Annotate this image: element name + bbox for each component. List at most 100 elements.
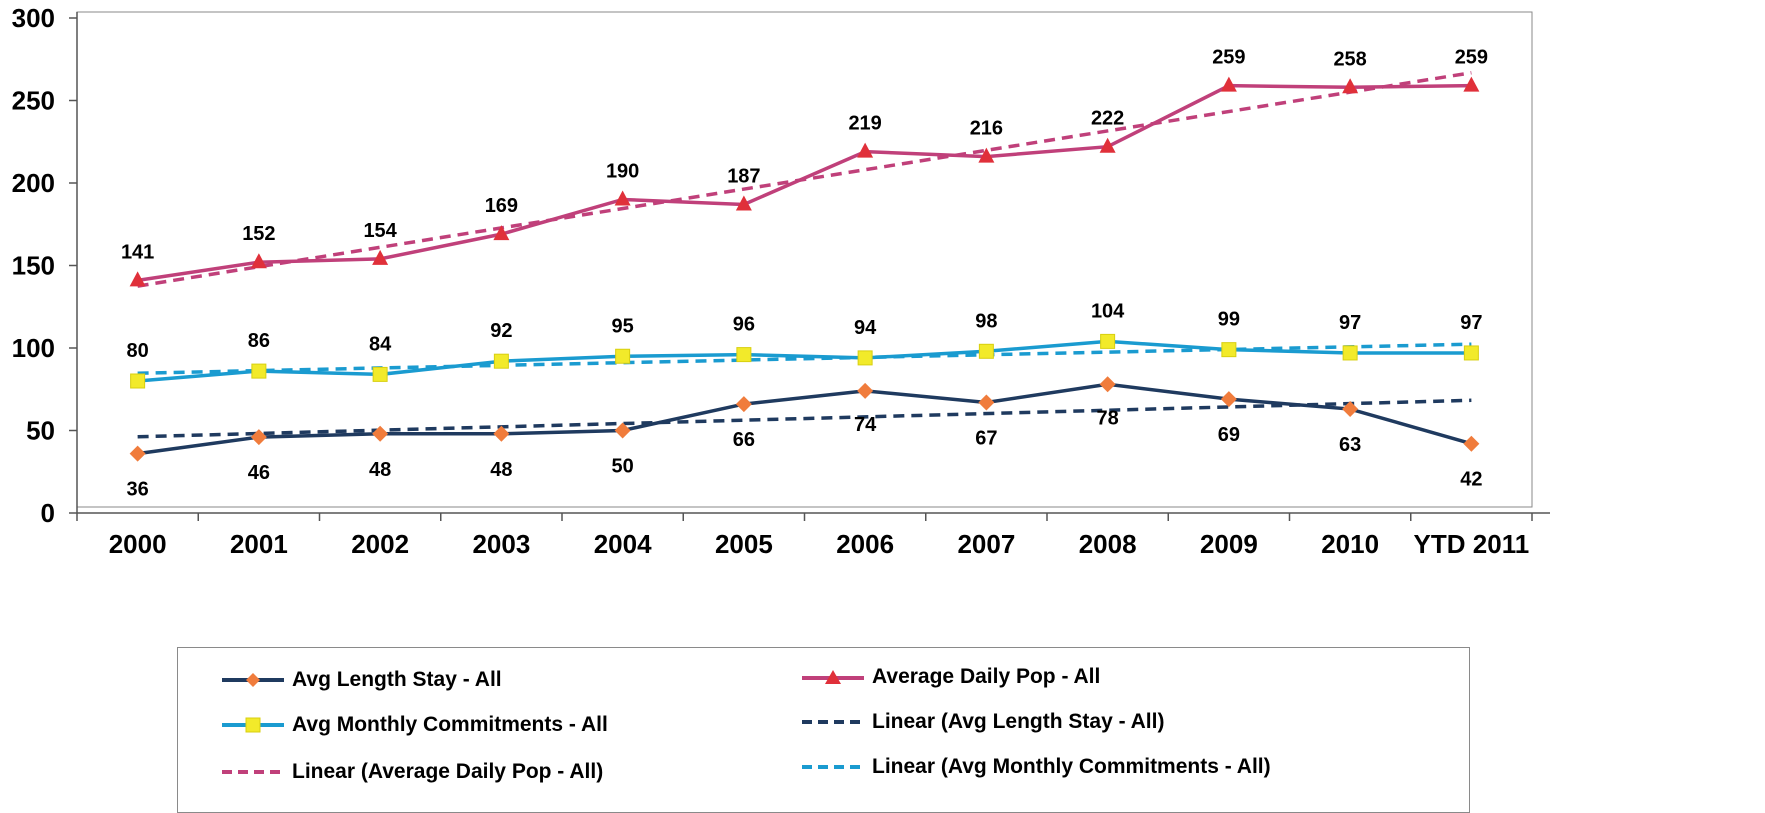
data-label-los: 66: [733, 429, 755, 451]
x-tick-label: 2001: [230, 529, 288, 559]
data-label-amc: 86: [248, 330, 270, 352]
data-label-amc: 98: [975, 310, 997, 332]
trendline-lin_amc: [137, 342, 1472, 376]
data-label-los: 50: [612, 456, 634, 478]
trendline-lin_los: [137, 398, 1472, 439]
series-line-amc: [137, 339, 1472, 383]
x-tick-label: 2007: [957, 529, 1015, 559]
data-label-amc: 97: [1460, 312, 1482, 334]
legend-swatch-linear-avg-monthly-commitments: [802, 765, 864, 769]
data-label-adp: 141: [121, 241, 154, 263]
data-label-los: 63: [1339, 434, 1361, 456]
data-point-adp: [614, 190, 631, 206]
legend-item-linear-average-daily-pop: Linear (Average Daily Pop - All): [220, 757, 603, 787]
data-label-los: 48: [369, 459, 391, 481]
legend-swatch-avg-length-stay: [222, 673, 284, 687]
x-tick-label: 2000: [109, 529, 167, 559]
legend-label-linear-avg-length-stay: Linear (Avg Length Stay - All): [872, 710, 1165, 733]
data-point-adp: [250, 253, 267, 269]
y-tick-label: 100: [12, 333, 55, 363]
data-point-adp: [978, 147, 995, 163]
y-tick-label: 150: [12, 251, 55, 281]
data-point-adp: [493, 225, 510, 241]
data-label-amc: 92: [490, 320, 512, 342]
data-label-amc: 96: [733, 314, 755, 336]
legend-swatch-avg-monthly-commitments: [222, 717, 284, 733]
legend-item-average-daily-pop: Average Daily Pop - All: [800, 662, 1100, 692]
data-label-adp: 152: [242, 223, 275, 245]
x-tick-label: 2006: [836, 529, 894, 559]
series-line-los: [137, 382, 1472, 456]
data-point-los: [372, 425, 389, 442]
data-label-adp: 219: [848, 113, 881, 135]
data-label-amc: 95: [612, 315, 634, 337]
data-point-los: [1342, 401, 1359, 418]
data-point-amc: [1100, 333, 1116, 349]
data-label-los: 78: [1097, 407, 1119, 429]
y-tick-label: 50: [26, 416, 55, 446]
data-label-adp: 259: [1455, 47, 1488, 69]
data-point-los: [129, 445, 146, 462]
x-tick-label: 2003: [472, 529, 530, 559]
data-point-los: [1220, 391, 1237, 408]
y-tick-label: 300: [12, 3, 55, 33]
data-point-amc: [1342, 345, 1358, 361]
data-point-adp: [735, 195, 752, 211]
series-line-adp: [137, 83, 1472, 283]
data-point-amc: [1463, 345, 1479, 361]
legend-label-linear-avg-monthly-commitments: Linear (Avg Monthly Commitments - All): [872, 755, 1271, 778]
data-label-adp: 154: [363, 220, 397, 242]
data-point-adp: [1220, 76, 1237, 92]
data-label-adp: 216: [970, 118, 1003, 140]
x-tick-label: 2008: [1079, 529, 1137, 559]
x-tick-label: 2005: [715, 529, 773, 559]
data-point-adp: [857, 142, 874, 158]
data-label-adp: 259: [1212, 47, 1245, 69]
data-label-los: 48: [490, 459, 512, 481]
legend-swatch-average-daily-pop: [802, 670, 864, 684]
data-point-amc: [978, 343, 994, 359]
data-label-adp: 187: [727, 165, 760, 187]
legend-label-avg-monthly-commitments: Avg Monthly Commitments - All: [292, 713, 608, 736]
x-tick-label: 2004: [594, 529, 652, 559]
data-point-adp: [372, 249, 389, 265]
x-tick-label: 2009: [1200, 529, 1258, 559]
data-point-amc: [130, 373, 146, 389]
y-tick-label: 0: [41, 498, 55, 528]
data-point-amc: [1221, 342, 1237, 358]
data-point-los: [735, 396, 752, 413]
legend-swatch-linear-avg-length-stay: [802, 720, 864, 724]
data-label-los: 67: [975, 427, 997, 449]
x-tick-label: 2010: [1321, 529, 1379, 559]
data-label-los: 74: [854, 414, 877, 436]
data-point-adp: [1099, 137, 1116, 153]
data-point-amc: [493, 353, 509, 369]
legend-item-linear-avg-monthly-commitments: Linear (Avg Monthly Commitments - All): [800, 752, 1271, 782]
data-label-amc: 94: [854, 317, 877, 339]
data-label-los: 69: [1218, 424, 1240, 446]
legend-item-avg-monthly-commitments: Avg Monthly Commitments - All: [220, 710, 608, 740]
data-label-amc: 104: [1091, 300, 1125, 322]
legend-swatch-linear-average-daily-pop: [222, 770, 284, 774]
data-label-adp: 222: [1091, 108, 1124, 130]
data-point-los: [493, 425, 510, 442]
data-point-adp: [1463, 76, 1480, 92]
legend-label-linear-average-daily-pop: Linear (Average Daily Pop - All): [292, 760, 604, 783]
data-label-amc: 97: [1339, 312, 1361, 334]
data-point-amc: [736, 347, 752, 363]
legend-label-average-daily-pop: Average Daily Pop - All: [872, 665, 1101, 688]
legend-item-avg-length-stay: Avg Length Stay - All: [220, 665, 502, 695]
data-label-adp: 190: [606, 161, 639, 183]
y-tick-label: 200: [12, 168, 55, 198]
legend-label-avg-length-stay: Avg Length Stay - All: [292, 668, 502, 691]
data-label-adp: 169: [485, 195, 518, 217]
data-point-adp: [129, 271, 146, 287]
line-chart: 0 50 100 150 200 250 300 2000 2001 2002 2003 2004 20…: [12, 3, 1550, 559]
data-point-los: [614, 422, 631, 439]
data-label-amc: 99: [1218, 309, 1240, 331]
data-point-amc: [615, 348, 631, 364]
legend: Avg Length Stay - All Average Daily Pop …: [177, 647, 1470, 813]
data-label-los: 46: [248, 462, 270, 484]
data-point-adp: [1342, 78, 1359, 94]
data-point-los: [978, 394, 995, 411]
